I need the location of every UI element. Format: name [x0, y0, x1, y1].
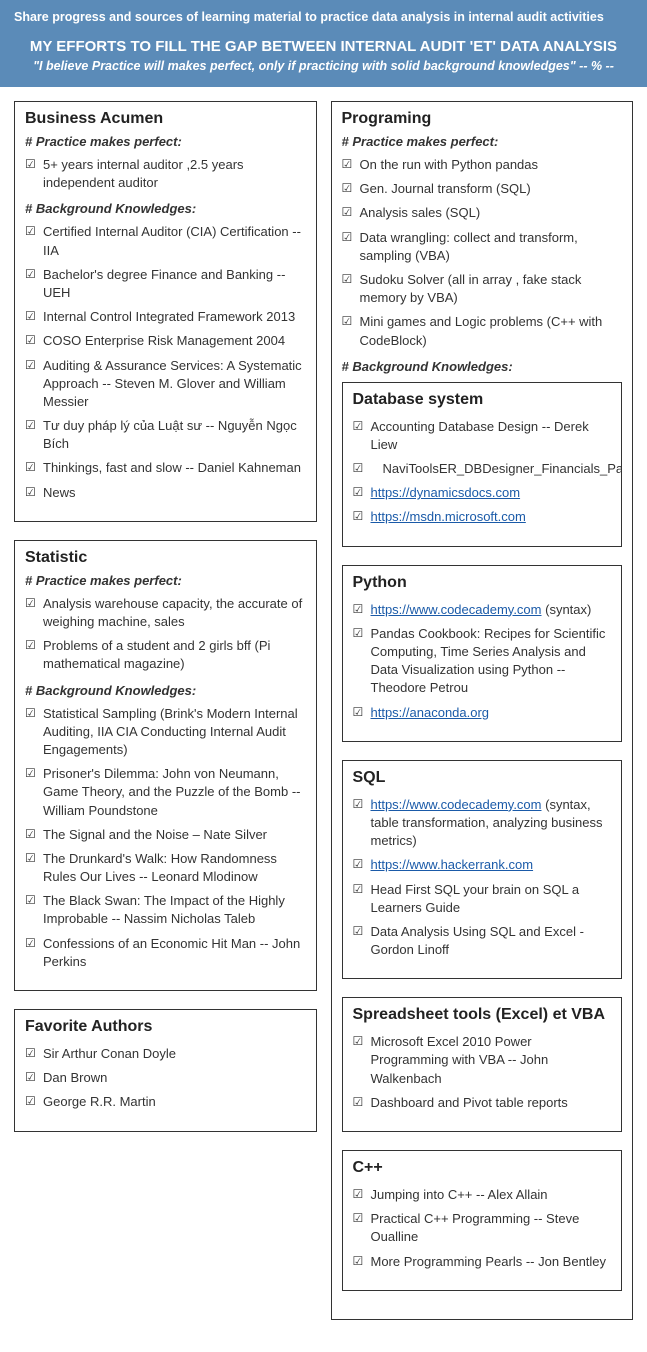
link-dynamicsdocs[interactable]: https://dynamicsdocs.com: [371, 485, 521, 500]
list-item: https://www.hackerrank.com: [353, 853, 612, 877]
list-item: More Programming Pearls -- Jon Bentley: [353, 1250, 612, 1274]
excel-box: Spreadsheet tools (Excel) et VBA Microso…: [342, 997, 623, 1132]
box-title: Spreadsheet tools (Excel) et VBA: [353, 1006, 612, 1024]
list-item: Problems of a student and 2 girls bff (P…: [25, 634, 306, 676]
list-item: Thinkings, fast and slow -- Daniel Kahne…: [25, 456, 306, 480]
list-item: The Signal and the Noise – Nate Silver: [25, 823, 306, 847]
sql-list: https://www.codecademy.com (syntax, tabl…: [353, 793, 612, 963]
box-title: Programing: [342, 110, 623, 128]
excel-list: Microsoft Excel 2010 Power Programming w…: [353, 1030, 612, 1115]
list-item: The Black Swan: The Impact of the Highly…: [25, 889, 306, 931]
box-title: SQL: [353, 769, 612, 787]
list-item: https://www.codecademy.com (syntax, tabl…: [353, 793, 612, 854]
database-system-box: Database system Accounting Database Desi…: [342, 382, 623, 547]
list-item: Microsoft Excel 2010 Power Programming w…: [353, 1030, 612, 1091]
list-item: Sir Arthur Conan Doyle: [25, 1042, 306, 1066]
link-hackerrank[interactable]: https://www.hackerrank.com: [371, 857, 534, 872]
bg-list: Statistical Sampling (Brink's Modern Int…: [25, 702, 306, 974]
left-column: Business Acumen # Practice makes perfect…: [14, 101, 317, 1150]
box-title: Database system: [353, 391, 612, 409]
list-item: Data wrangling: collect and transform, s…: [342, 226, 623, 268]
list-item: Dashboard and Pivot table reports: [353, 1091, 612, 1115]
list-item: COSO Enterprise Risk Management 2004: [25, 329, 306, 353]
box-title: Statistic: [25, 549, 306, 567]
list-item: NaviToolsER_DBDesigner_Financials_Packag…: [353, 457, 612, 481]
list-item: Sudoku Solver (all in array , fake stack…: [342, 268, 623, 310]
list-item: https://dynamicsdocs.com: [353, 481, 612, 505]
favorite-authors-box: Favorite Authors Sir Arthur Conan Doyle …: [14, 1009, 317, 1132]
sql-box: SQL https://www.codecademy.com (syntax, …: [342, 760, 623, 980]
suffix-text: (syntax): [542, 602, 592, 617]
practice-heading: # Practice makes perfect:: [25, 573, 306, 588]
list-item: https://anaconda.org: [353, 701, 612, 725]
list-item: Pandas Cookbook: Recipes for Scientific …: [353, 622, 612, 701]
list-item: Internal Control Integrated Framework 20…: [25, 305, 306, 329]
box-title: Python: [353, 574, 612, 592]
list-item: Prisoner's Dilemma: John von Neumann, Ga…: [25, 762, 306, 823]
business-acumen-box: Business Acumen # Practice makes perfect…: [14, 101, 317, 522]
list-item: George R.R. Martin: [25, 1090, 306, 1114]
link-msdn[interactable]: https://msdn.microsoft.com: [371, 509, 526, 524]
practice-list: Analysis warehouse capacity, the accurat…: [25, 592, 306, 677]
list-item: Statistical Sampling (Brink's Modern Int…: [25, 702, 306, 763]
list-item: Auditing & Assurance Services: A Systema…: [25, 354, 306, 415]
list-item: Mini games and Logic problems (C++ with …: [342, 310, 623, 352]
python-box: Python https://www.codecademy.com (synta…: [342, 565, 623, 742]
list-item: Tư duy pháp lý của Luật sư -- Nguyễn Ngọ…: [25, 414, 306, 456]
banner-subtitle: Share progress and sources of learning m…: [14, 10, 633, 24]
list-item: Gen. Journal transform (SQL): [342, 177, 623, 201]
link-codecademy[interactable]: https://www.codecademy.com: [371, 797, 542, 812]
box-title: Business Acumen: [25, 110, 306, 128]
bg-list: Certified Internal Auditor (CIA) Certifi…: [25, 220, 306, 504]
list-item: On the run with Python pandas: [342, 153, 623, 177]
bg-heading: # Background Knowledges:: [342, 359, 623, 374]
columns: Business Acumen # Practice makes perfect…: [0, 101, 647, 1352]
link-anaconda[interactable]: https://anaconda.org: [371, 705, 490, 720]
practice-list: 5+ years internal auditor ,2.5 years ind…: [25, 153, 306, 195]
practice-heading: # Practice makes perfect:: [342, 134, 623, 149]
practice-list: On the run with Python pandas Gen. Journ…: [342, 153, 623, 353]
practice-heading: # Practice makes perfect:: [25, 134, 306, 149]
bg-heading: # Background Knowledges:: [25, 683, 306, 698]
programming-box: Programing # Practice makes perfect: On …: [331, 101, 634, 1320]
bg-heading: # Background Knowledges:: [25, 201, 306, 216]
list-item: https://msdn.microsoft.com: [353, 505, 612, 529]
list-item: Accounting Database Design -- Derek Liew: [353, 415, 612, 457]
authors-list: Sir Arthur Conan Doyle Dan Brown George …: [25, 1042, 306, 1115]
cpp-list: Jumping into C++ -- Alex Allain Practica…: [353, 1183, 612, 1274]
list-item: Dan Brown: [25, 1066, 306, 1090]
list-item: Data Analysis Using SQL and Excel - Gord…: [353, 920, 612, 962]
list-item: News: [25, 481, 306, 505]
python-list: https://www.codecademy.com (syntax) Pand…: [353, 598, 612, 725]
list-item: Head First SQL your brain on SQL a Learn…: [353, 878, 612, 920]
list-item: 5+ years internal auditor ,2.5 years ind…: [25, 153, 306, 195]
list-item: Certified Internal Auditor (CIA) Certifi…: [25, 220, 306, 262]
list-item: The Drunkard's Walk: How Randomness Rule…: [25, 847, 306, 889]
box-title: Favorite Authors: [25, 1018, 306, 1036]
list-item: Practical C++ Programming -- Steve Ouall…: [353, 1207, 612, 1249]
right-column: Programing # Practice makes perfect: On …: [331, 101, 634, 1338]
banner-title: MY EFFORTS TO FILL THE GAP BETWEEN INTER…: [14, 38, 633, 55]
cpp-box: C++ Jumping into C++ -- Alex Allain Prac…: [342, 1150, 623, 1291]
list-item: Analysis sales (SQL): [342, 201, 623, 225]
box-title: C++: [353, 1159, 612, 1177]
statistic-box: Statistic # Practice makes perfect: Anal…: [14, 540, 317, 991]
header-banner: Share progress and sources of learning m…: [0, 0, 647, 87]
list-item-text: NaviToolsER_DBDesigner_Financials_Packag…: [371, 460, 612, 478]
list-item: Confessions of an Economic Hit Man -- Jo…: [25, 932, 306, 974]
list-item: Bachelor's degree Finance and Banking --…: [25, 263, 306, 305]
banner-quote: "I believe Practice will makes perfect, …: [14, 59, 633, 73]
db-list: Accounting Database Design -- Derek Liew…: [353, 415, 612, 530]
list-item: Analysis warehouse capacity, the accurat…: [25, 592, 306, 634]
link-codecademy[interactable]: https://www.codecademy.com: [371, 602, 542, 617]
list-item: Jumping into C++ -- Alex Allain: [353, 1183, 612, 1207]
list-item: https://www.codecademy.com (syntax): [353, 598, 612, 622]
